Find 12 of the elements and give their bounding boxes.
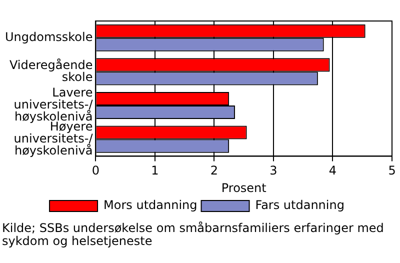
legend-label: Fars utdanning [255,198,344,212]
x-tick-label: 3 [270,164,278,178]
x-tick-label: 2 [210,164,218,178]
x-tick-label: 4 [328,164,337,178]
x-tick-label: 0 [92,164,100,178]
text: Kilde; SSBs undersøkelse om småbarnsfamiliers erfaringer med sykdom og helsetjeneste [2,221,385,248]
x-axis-title: Prosent [221,180,267,195]
legend-label: Mors utdanning [104,198,198,212]
y-tick-label: Videregående skole [9,58,93,84]
y-tick-label: Ungdomsskole [4,30,93,44]
x-tick-label: 5 [388,164,396,178]
x-tick-label: 1 [151,164,159,178]
